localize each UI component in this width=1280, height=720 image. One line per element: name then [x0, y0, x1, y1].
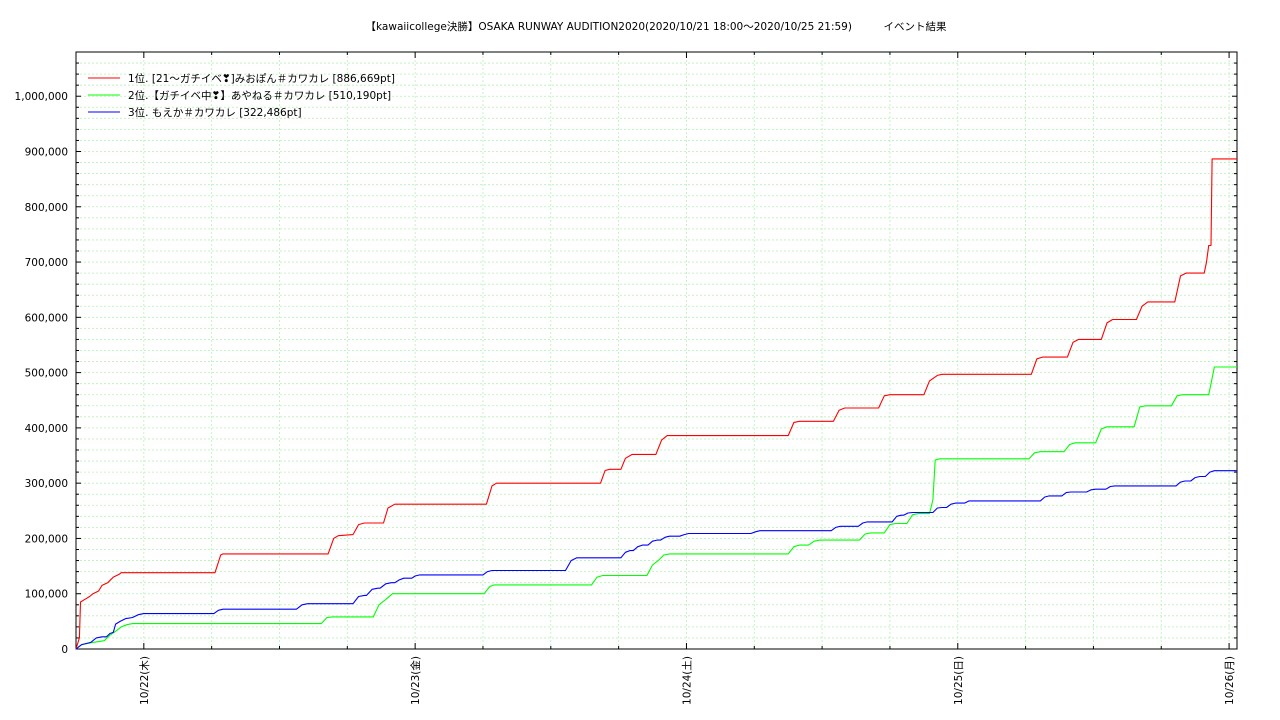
series-line-1 [75, 158, 1237, 650]
y-tick-label: 100,000 [25, 589, 68, 601]
x-tick-label: 10/26(月) [1224, 656, 1236, 705]
y-tick-label: 500,000 [25, 368, 68, 380]
x-tick-label: 10/24(土) [680, 656, 693, 705]
y-tick-label: 700,000 [25, 257, 68, 269]
series-line-3 [75, 470, 1237, 650]
x-tick-label: 10/23(金) [409, 656, 422, 705]
series-line-2 [75, 366, 1237, 650]
y-tick-label: 300,000 [25, 478, 68, 490]
series-lines [75, 158, 1237, 650]
y-tick-label: 600,000 [25, 312, 68, 324]
chart-title: 【kawaiicollege決勝】OSAKA RUNWAY AUDITION20… [366, 20, 947, 33]
x-tick-label: 10/22(木) [139, 656, 151, 705]
legend-label-2: 2位.【ガチイベ中❣】あやねる＃カワカレ [510,190pt] [128, 89, 391, 102]
grid-lines [76, 51, 1237, 649]
y-tick-label: 0 [61, 644, 68, 656]
y-tick-label: 400,000 [25, 423, 68, 435]
y-tick-label: 800,000 [25, 202, 68, 214]
y-tick-label: 200,000 [25, 533, 68, 545]
legend-label-1: 1位. [21〜ガチイベ❣]みおぽん＃カワカレ [886,669pt] [128, 72, 395, 85]
x-tick-label: 10/25(日) [953, 656, 965, 705]
legend: 1位. [21〜ガチイベ❣]みおぽん＃カワカレ [886,669pt] 2位.【ガ… [88, 72, 395, 119]
legend-label-3: 3位. もえか＃カワカレ [322,486pt] [128, 106, 302, 119]
y-tick-label: 900,000 [25, 147, 68, 159]
axes: 0 100,000 200,000 300,000 400,000 500,000 600,… [15, 51, 1238, 705]
y-tick-label: 1,000,000 [15, 91, 68, 103]
